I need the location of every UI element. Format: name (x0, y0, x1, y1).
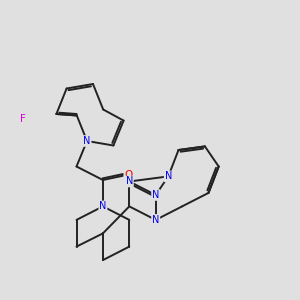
Text: N: N (152, 215, 159, 225)
Text: O: O (124, 169, 133, 180)
Text: N: N (152, 190, 159, 200)
Text: N: N (165, 171, 172, 182)
Text: N: N (99, 201, 106, 212)
Text: N: N (83, 136, 91, 146)
Text: N: N (126, 176, 133, 187)
Text: F: F (20, 113, 26, 124)
